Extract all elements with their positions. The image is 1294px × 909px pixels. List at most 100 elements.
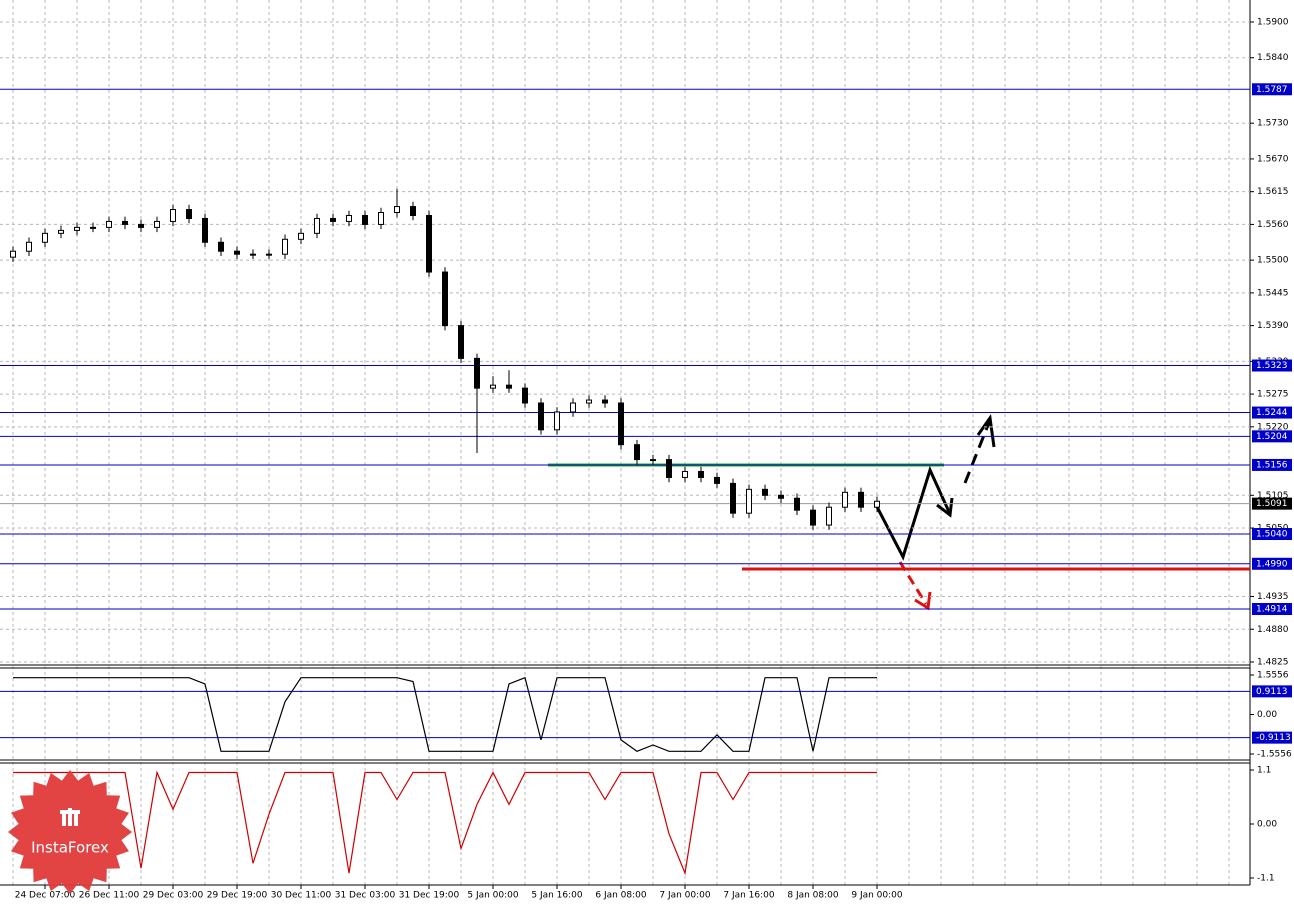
candle-body (250, 253, 256, 256)
candle-body (314, 217, 320, 234)
candle-body (410, 206, 416, 216)
x-tick-label: 29 Dec 03:00 (143, 891, 204, 901)
x-tick-label: 6 Jan 08:00 (595, 891, 647, 901)
level-label: 1.5040 (1256, 530, 1288, 540)
y-tick-label: 0.00 (1257, 710, 1277, 720)
x-tick-label: 24 Dec 07:00 (15, 891, 76, 901)
candle-body (106, 220, 112, 228)
candle-body (842, 491, 848, 508)
candle-body (618, 402, 624, 446)
level-label: 1.4990 (1256, 559, 1288, 569)
x-tick-label: 8 Jan 08:00 (787, 891, 839, 901)
x-tick-label: 31 Dec 19:00 (399, 891, 460, 901)
candle-body (202, 217, 208, 243)
candle-body (570, 402, 576, 413)
candle-body (378, 212, 384, 225)
candle-body (458, 325, 464, 359)
candle-body (122, 220, 128, 225)
arrow-head (914, 591, 932, 611)
candle-body (266, 253, 272, 256)
y-tick-label: 1.5840 (1257, 53, 1289, 63)
logo-text: InstaForex (31, 839, 109, 857)
level-label-box (1252, 685, 1292, 698)
level-label-box (1252, 458, 1292, 471)
candle-body (282, 238, 288, 255)
x-tick-label: 30 Dec 11:00 (271, 891, 332, 901)
y-tick-label: 0.00 (1257, 820, 1277, 830)
candle-body (154, 220, 160, 228)
y-tick-label: 1.5615 (1257, 187, 1289, 197)
level-label-box (1252, 603, 1292, 616)
x-tick-label: 26 Dec 11:00 (79, 891, 140, 901)
forecast-dashed (963, 419, 992, 484)
candle-body (634, 444, 640, 461)
x-tick-label: 5 Jan 16:00 (531, 891, 583, 901)
level-label-box (1252, 430, 1292, 443)
candle-body (762, 488, 768, 496)
level-label-box (1252, 557, 1292, 570)
y-tick-label: 1.5500 (1257, 256, 1289, 266)
candle-body (538, 402, 544, 431)
candle-body (730, 482, 736, 514)
level-label: 1.5244 (1256, 408, 1288, 418)
candle-body (218, 241, 224, 252)
logo-badge (8, 770, 132, 894)
y-tick-label: 1.5560 (1257, 220, 1289, 230)
candle-body (586, 399, 592, 404)
level-label-box (1252, 83, 1292, 96)
candle-body (170, 209, 176, 222)
arrow-head (976, 414, 996, 448)
y-tick-label: 1.5730 (1257, 119, 1289, 129)
candle-body (682, 470, 688, 478)
candle-body (874, 500, 880, 508)
level-label: 1.5156 (1256, 460, 1288, 470)
y-tick-label: 1.5670 (1257, 154, 1289, 164)
candle-body (394, 206, 400, 214)
candle-body (186, 209, 192, 219)
x-tick-label: 31 Dec 03:00 (335, 891, 396, 901)
level-label: 1.4914 (1256, 605, 1288, 615)
candle-body (474, 357, 480, 389)
x-tick-label: 7 Jan 16:00 (723, 891, 775, 901)
candle-body (506, 384, 512, 389)
y-tick-label: 1.4935 (1257, 592, 1289, 602)
level-label-box (1252, 731, 1292, 744)
y-tick-label: 1.5105 (1257, 491, 1289, 501)
candle-body (10, 250, 16, 258)
forecast-path (873, 465, 952, 561)
candle-body (298, 232, 304, 240)
indicator-line (13, 770, 877, 876)
level-label: -0.9113 (1256, 733, 1291, 743)
level-label-box (1252, 406, 1292, 419)
candle-body (426, 214, 432, 273)
level-label: 1.5323 (1256, 361, 1288, 371)
logo-icon (60, 808, 80, 826)
candle-body (26, 241, 32, 252)
candle-body (90, 226, 96, 229)
x-tick-label: 7 Jan 00:00 (659, 891, 711, 901)
level-label-box (1252, 528, 1292, 540)
candle-body (826, 506, 832, 526)
x-tick-label: 29 Dec 19:00 (207, 891, 268, 901)
candle-body (330, 217, 336, 222)
level-label: 1.5204 (1256, 432, 1288, 442)
candle-body (698, 470, 704, 478)
y-tick-label: 1.5390 (1257, 321, 1289, 331)
candle-body (74, 226, 80, 231)
y-tick-label: -1.1 (1257, 874, 1275, 884)
y-tick-label: 1.5275 (1257, 390, 1289, 400)
watermark: InstaForex (8, 770, 132, 894)
y-tick-label: 1.5900 (1257, 18, 1289, 28)
candle-body (794, 497, 800, 511)
forecast-dashed-red (898, 561, 928, 605)
candle-body (42, 232, 48, 243)
x-tick-label: 9 Jan 00:00 (851, 891, 903, 901)
candle-body (714, 476, 720, 484)
candle-body (138, 223, 144, 228)
y-tick-label: 1.4880 (1257, 625, 1289, 635)
marks: 1.5900 1.5840 1.5730 1.5670 1.5615 1.5560 1.55… (0, 18, 1292, 901)
candle-body (442, 271, 448, 327)
candle-body (554, 411, 560, 431)
